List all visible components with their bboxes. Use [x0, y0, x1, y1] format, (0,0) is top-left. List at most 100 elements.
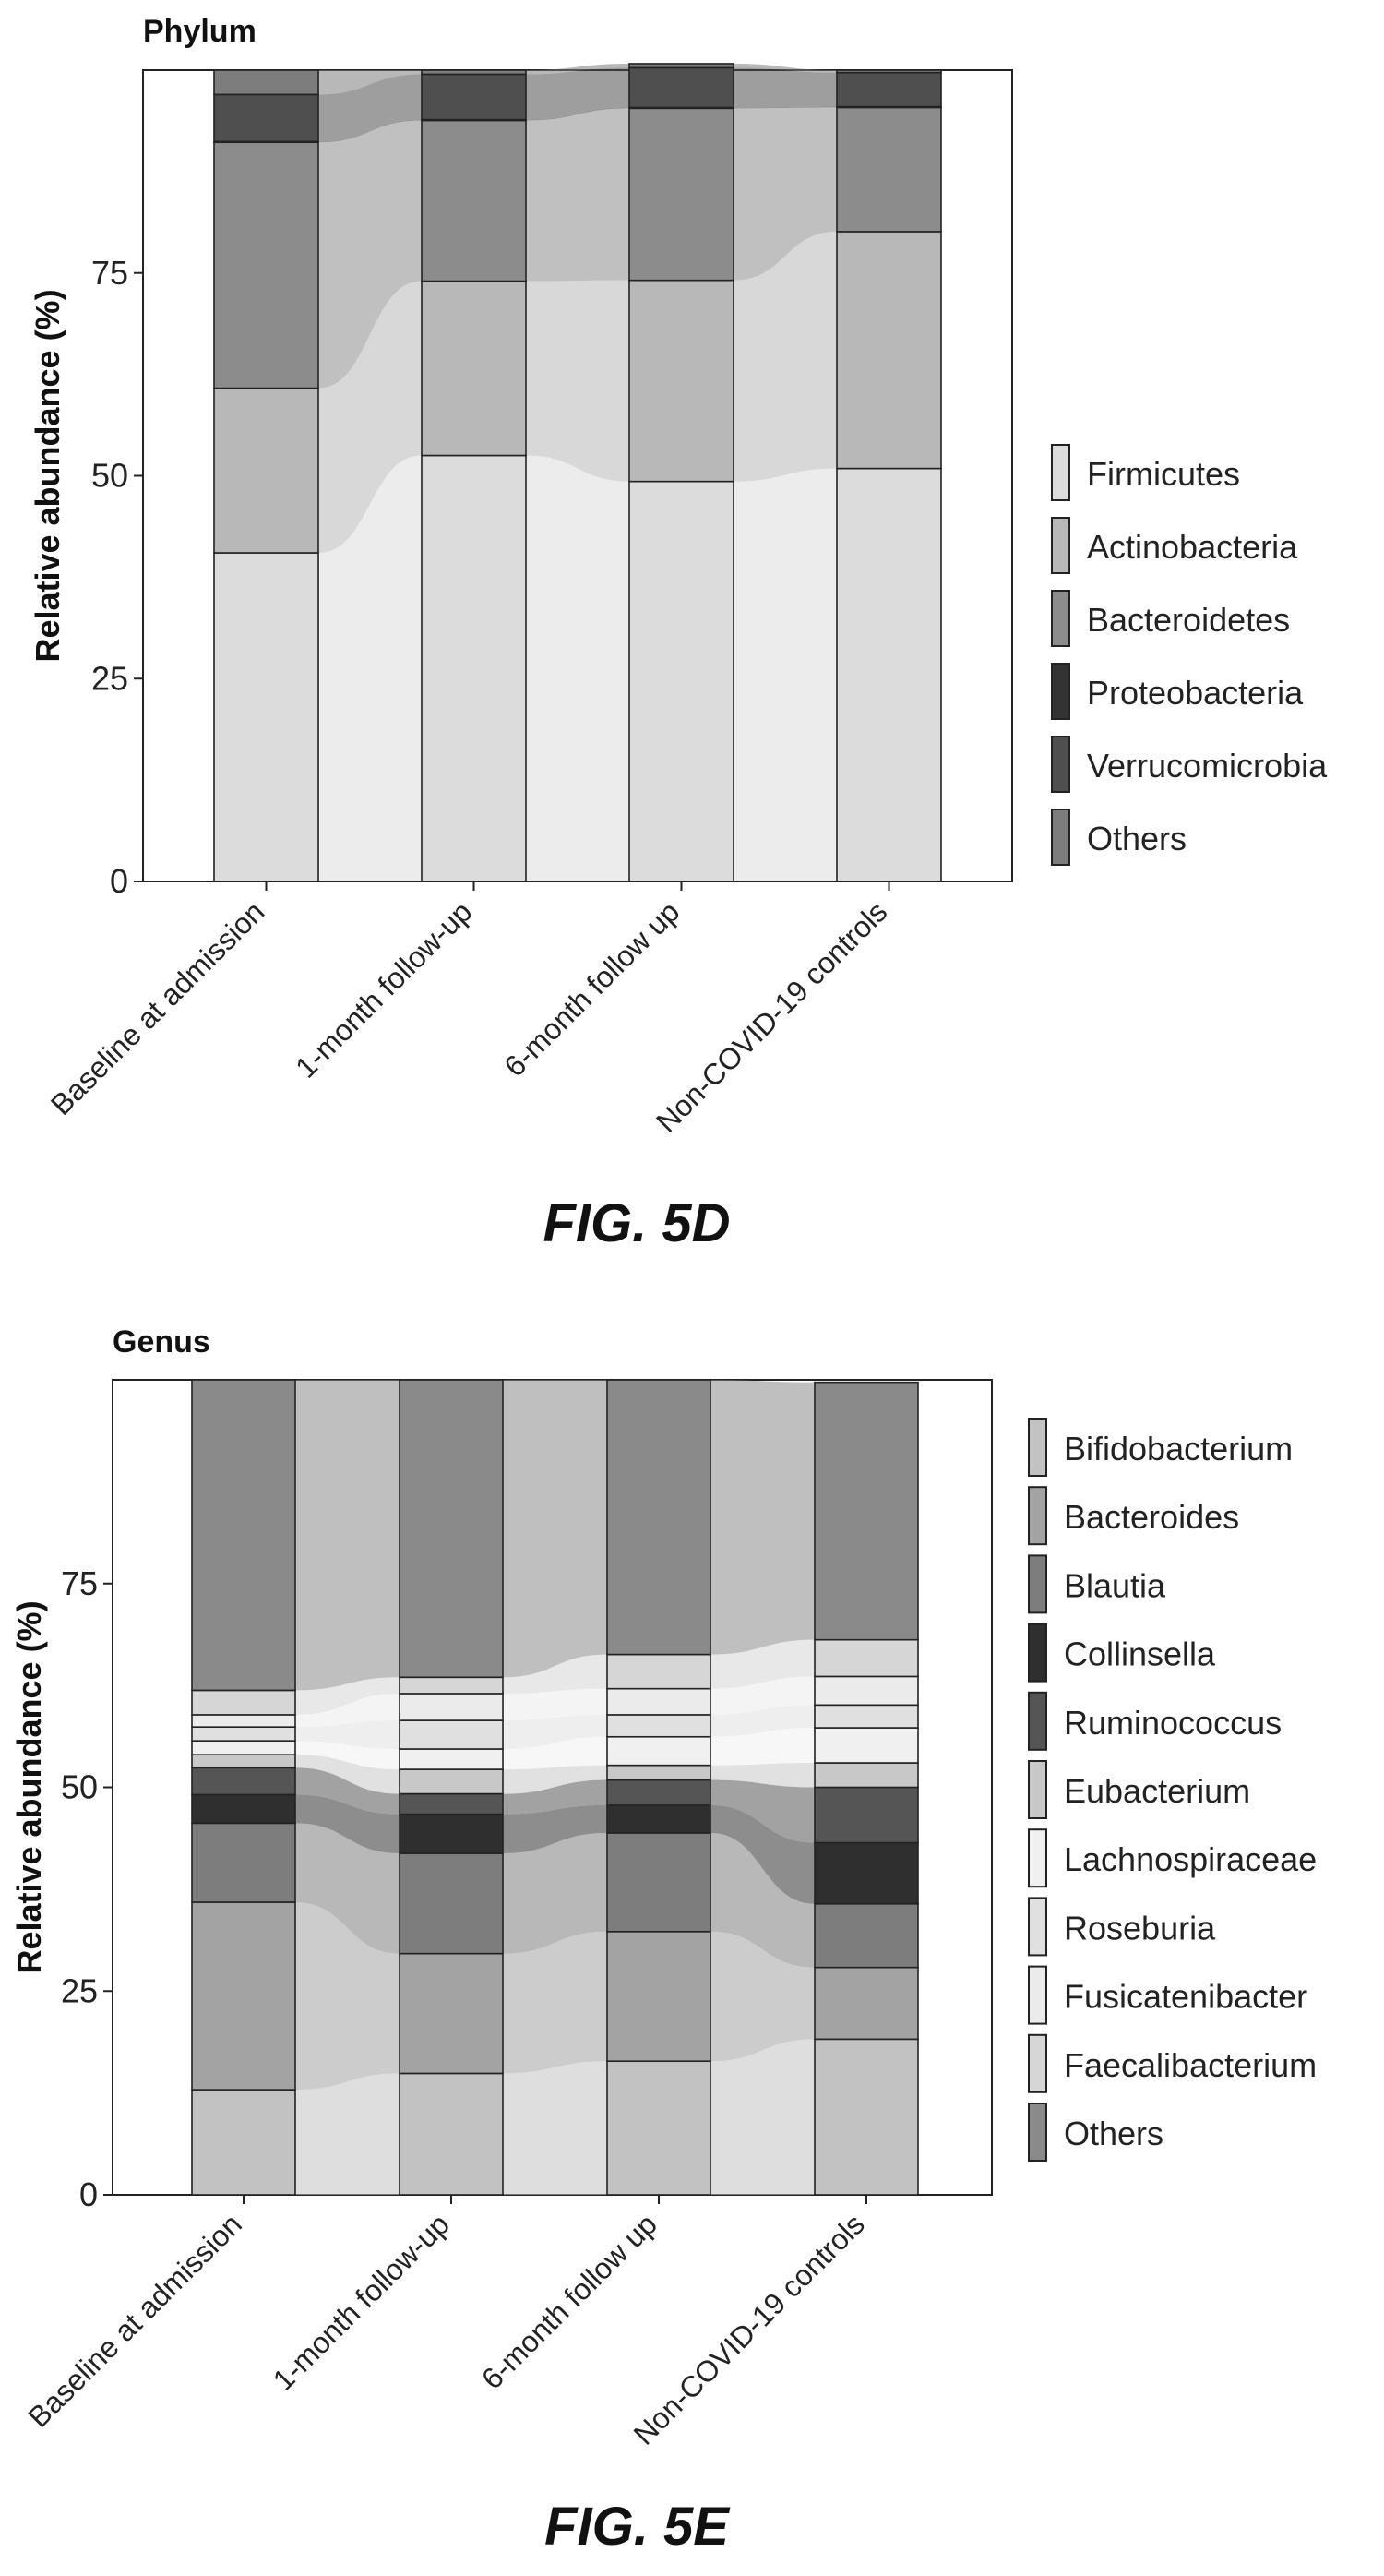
connector-proteobacteria-2	[526, 107, 629, 121]
bar-1-month-follow-up-collinsella	[399, 1813, 504, 1854]
bar-baseline-at-admission-roseburia	[191, 1726, 296, 1742]
bar-non-covid-19-controls-lachnospiraceae	[814, 1727, 919, 1764]
connector-bacteroides-2	[503, 1931, 607, 2074]
legend: Firmicutes Actinobacteria Bacteroidetes Pro…	[1051, 444, 1328, 866]
bar-non-covid-19-controls-bacteroides	[814, 1966, 919, 2041]
legend-swatch-bifidobacterium	[1028, 1418, 1047, 1477]
bar-1-month-follow-up-roseburia	[399, 1719, 504, 1750]
bar-baseline-at-admission-lachnospiraceae	[191, 1740, 296, 1755]
connector-eubacterium-3	[710, 1763, 815, 1788]
bar-1-month-follow-up-others	[399, 1379, 504, 1679]
connector-eubacterium-1	[295, 1755, 400, 1794]
legend-swatch-proteobacteria	[1051, 663, 1070, 720]
y-tick-label: 25	[91, 659, 128, 697]
legend-swatch-bacteroides	[1028, 1486, 1047, 1546]
bar-6-month-follow-up-verrucomicrobia	[628, 66, 734, 109]
bar-6-month-follow-up-roseburia	[606, 1714, 711, 1738]
bar-6-month-follow-up-fusicatenibacter	[606, 1687, 711, 1716]
connector-others-2	[503, 1380, 607, 1678]
connector-fusicatenibacter-2	[503, 1688, 607, 1721]
bar-1-month-follow-up-blautia	[399, 1852, 504, 1955]
connector-bacteroides-3	[710, 1931, 815, 2062]
y-tick-label: 50	[91, 457, 128, 495]
connector-bifidobacterium-2	[503, 2061, 607, 2195]
legend-label-bacteroides: Bacteroides	[1064, 1498, 1239, 1536]
connector-faecalibacterium-3	[710, 1639, 815, 1689]
legend-swatch-verrucomicrobia	[1051, 736, 1070, 793]
chart-panel-2: 0 25 50 75 Relative abundance (%) Genus Baseli…	[10, 1324, 1317, 2557]
connector-blautia-1	[295, 1823, 400, 1954]
connector-collinsella-2	[503, 1804, 607, 1854]
bar-baseline-at-admission-bacteroidetes	[213, 141, 319, 389]
connector-fusicatenibacter-1	[295, 1693, 400, 1728]
bar-baseline-at-admission-ruminococcus	[191, 1767, 296, 1796]
bar-6-month-follow-up-actinobacteria	[628, 279, 734, 483]
y-tick-label: 75	[61, 1564, 98, 1602]
bar-non-covid-19-controls-blautia	[814, 1902, 919, 1969]
connector-proteobacteria-3	[734, 106, 837, 109]
y-axis: 0 25 50 75	[91, 254, 143, 900]
connector-others-2	[526, 63, 629, 75]
x-tick-label: Non-COVID-19 controls	[627, 2207, 871, 2450]
bar-1-month-follow-up-actinobacteria	[421, 280, 527, 457]
bar-non-covid-19-controls-collinsella	[814, 1841, 919, 1905]
bar-6-month-follow-up-ruminococcus	[606, 1779, 711, 1806]
legend-swatch-ruminococcus	[1028, 1691, 1047, 1751]
connector-proteobacteria-1	[318, 119, 422, 143]
bar-non-covid-19-controls-actinobacteria	[836, 231, 942, 470]
legend: Bifidobacterium Bacteroides Blautia Collins…	[1028, 1418, 1317, 2162]
connector-firmicutes-1	[318, 455, 422, 881]
bar-1-month-follow-up-ruminococcus	[399, 1792, 504, 1815]
legend-swatch-eubacterium	[1028, 1760, 1047, 1819]
bar-6-month-follow-up-firmicutes	[628, 480, 734, 882]
legend-swatch-fusicatenibacter	[1028, 1965, 1047, 2025]
bar-baseline-at-admission-collinsella	[191, 1793, 296, 1825]
y-tick-label: 25	[61, 1971, 98, 2009]
bar-baseline-at-admission-verrucomicrobia	[213, 93, 319, 143]
figure-caption: FIG. 5E	[544, 2497, 731, 2557]
connector-bifidobacterium-1	[295, 2073, 400, 2195]
bar-baseline-at-admission-eubacterium	[191, 1754, 296, 1769]
bar-non-covid-19-controls-others	[814, 1381, 919, 1641]
legend-label-verrucomicrobia: Verrucomicrobia	[1087, 747, 1328, 785]
legend-label-others: Others	[1064, 2115, 1163, 2152]
y-tick-label: 0	[110, 862, 128, 900]
bar-6-month-follow-up-blautia	[606, 1832, 711, 1933]
bar-6-month-follow-up-others	[628, 63, 734, 69]
connector-verrucomicrobia-3	[734, 67, 837, 108]
bar-non-covid-19-controls-ruminococcus	[814, 1786, 919, 1844]
connector-blautia-3	[710, 1832, 815, 1968]
bar-baseline-at-admission-bifidobacterium	[191, 2089, 296, 2196]
connector-ruminococcus-2	[503, 1779, 607, 1815]
connector-lachnospiraceae-1	[295, 1741, 400, 1770]
bar-6-month-follow-up-others	[606, 1379, 711, 1656]
figure-caption: FIG. 5D	[543, 1193, 730, 1253]
legend-swatch-faecalibacterium	[1028, 2033, 1047, 2093]
connector-others-1	[295, 1380, 400, 1691]
chart-title: Genus	[113, 1324, 210, 1360]
bar-baseline-at-admission-others	[213, 69, 319, 96]
connector-actinobacteria-1	[318, 281, 422, 554]
y-tick-label: 50	[61, 1768, 98, 1806]
x-tick-label: Baseline at admission	[21, 2207, 248, 2434]
bar-baseline-at-admission-actinobacteria	[213, 387, 319, 554]
legend-label-blautia: Blautia	[1064, 1566, 1166, 1604]
connector-bacteroides-1	[295, 1902, 400, 2091]
legend-label-bifidobacterium: Bifidobacterium	[1064, 1430, 1293, 1468]
legend-swatch-roseburia	[1028, 1897, 1047, 1957]
bar-non-covid-19-controls-firmicutes	[836, 467, 942, 882]
bars	[213, 63, 942, 882]
connector-verrucomicrobia-2	[526, 67, 629, 120]
bar-baseline-at-admission-fusicatenibacter	[191, 1714, 296, 1728]
connector-firmicutes-3	[734, 468, 837, 881]
connector-bacteroidetes-2	[526, 108, 629, 282]
bar-baseline-at-admission-bacteroides	[191, 1901, 296, 2091]
bar-6-month-follow-up-faecalibacterium	[606, 1653, 711, 1690]
bar-non-covid-19-controls-bifidobacterium	[814, 2038, 919, 2196]
y-tick-label: 75	[91, 254, 128, 292]
bar-1-month-follow-up-lachnospiraceae	[399, 1748, 504, 1770]
connector-roseburia-2	[503, 1714, 607, 1749]
y-axis-title: Relative abundance (%)	[29, 289, 66, 662]
connector-lachnospiraceae-3	[710, 1728, 815, 1766]
